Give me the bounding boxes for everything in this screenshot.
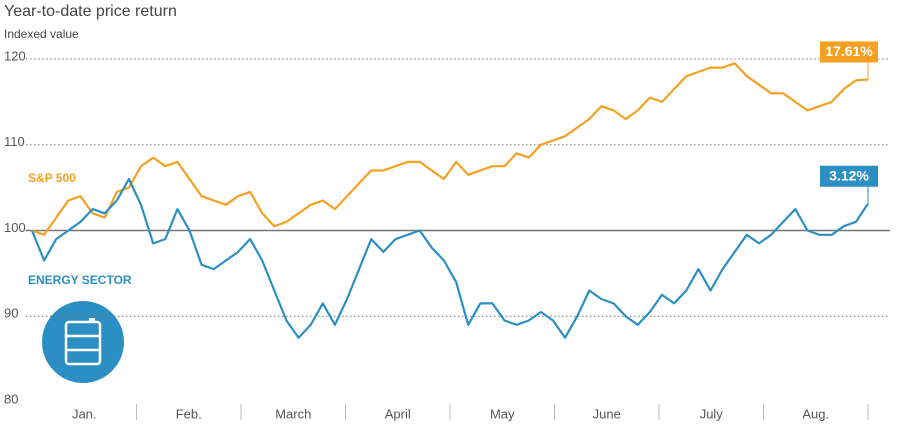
- series-line: [31, 62, 869, 236]
- end-label-box: [820, 41, 878, 63]
- y-tick-label: 100: [4, 220, 26, 235]
- end-label-box: [820, 165, 878, 187]
- y-tick-label: 120: [4, 48, 26, 63]
- end-label: 17.61%: [825, 43, 873, 59]
- x-tick-label: May: [490, 406, 515, 421]
- y-tick-label: 90: [4, 306, 18, 321]
- series-name: S&P 500: [28, 171, 76, 185]
- chart-subtitle: Indexed value: [4, 27, 79, 41]
- x-tick-label: Jan.: [72, 406, 97, 421]
- x-tick-label: March: [275, 406, 311, 421]
- barrel-icon: [42, 301, 124, 383]
- chart-title: Year-to-date price return: [4, 3, 177, 20]
- series-name: ENERGY SECTOR: [28, 273, 132, 287]
- x-tick-label: Feb.: [176, 406, 202, 421]
- x-tick-label: April: [385, 406, 411, 421]
- y-tick-label: 80: [4, 391, 18, 406]
- x-tick-label: Aug.: [802, 406, 829, 421]
- end-label: 3.12%: [829, 167, 869, 183]
- y-tick-label: 110: [4, 134, 25, 149]
- x-tick-label: July: [700, 406, 724, 421]
- x-tick-label: June: [593, 406, 621, 421]
- series-line: [30, 177, 869, 339]
